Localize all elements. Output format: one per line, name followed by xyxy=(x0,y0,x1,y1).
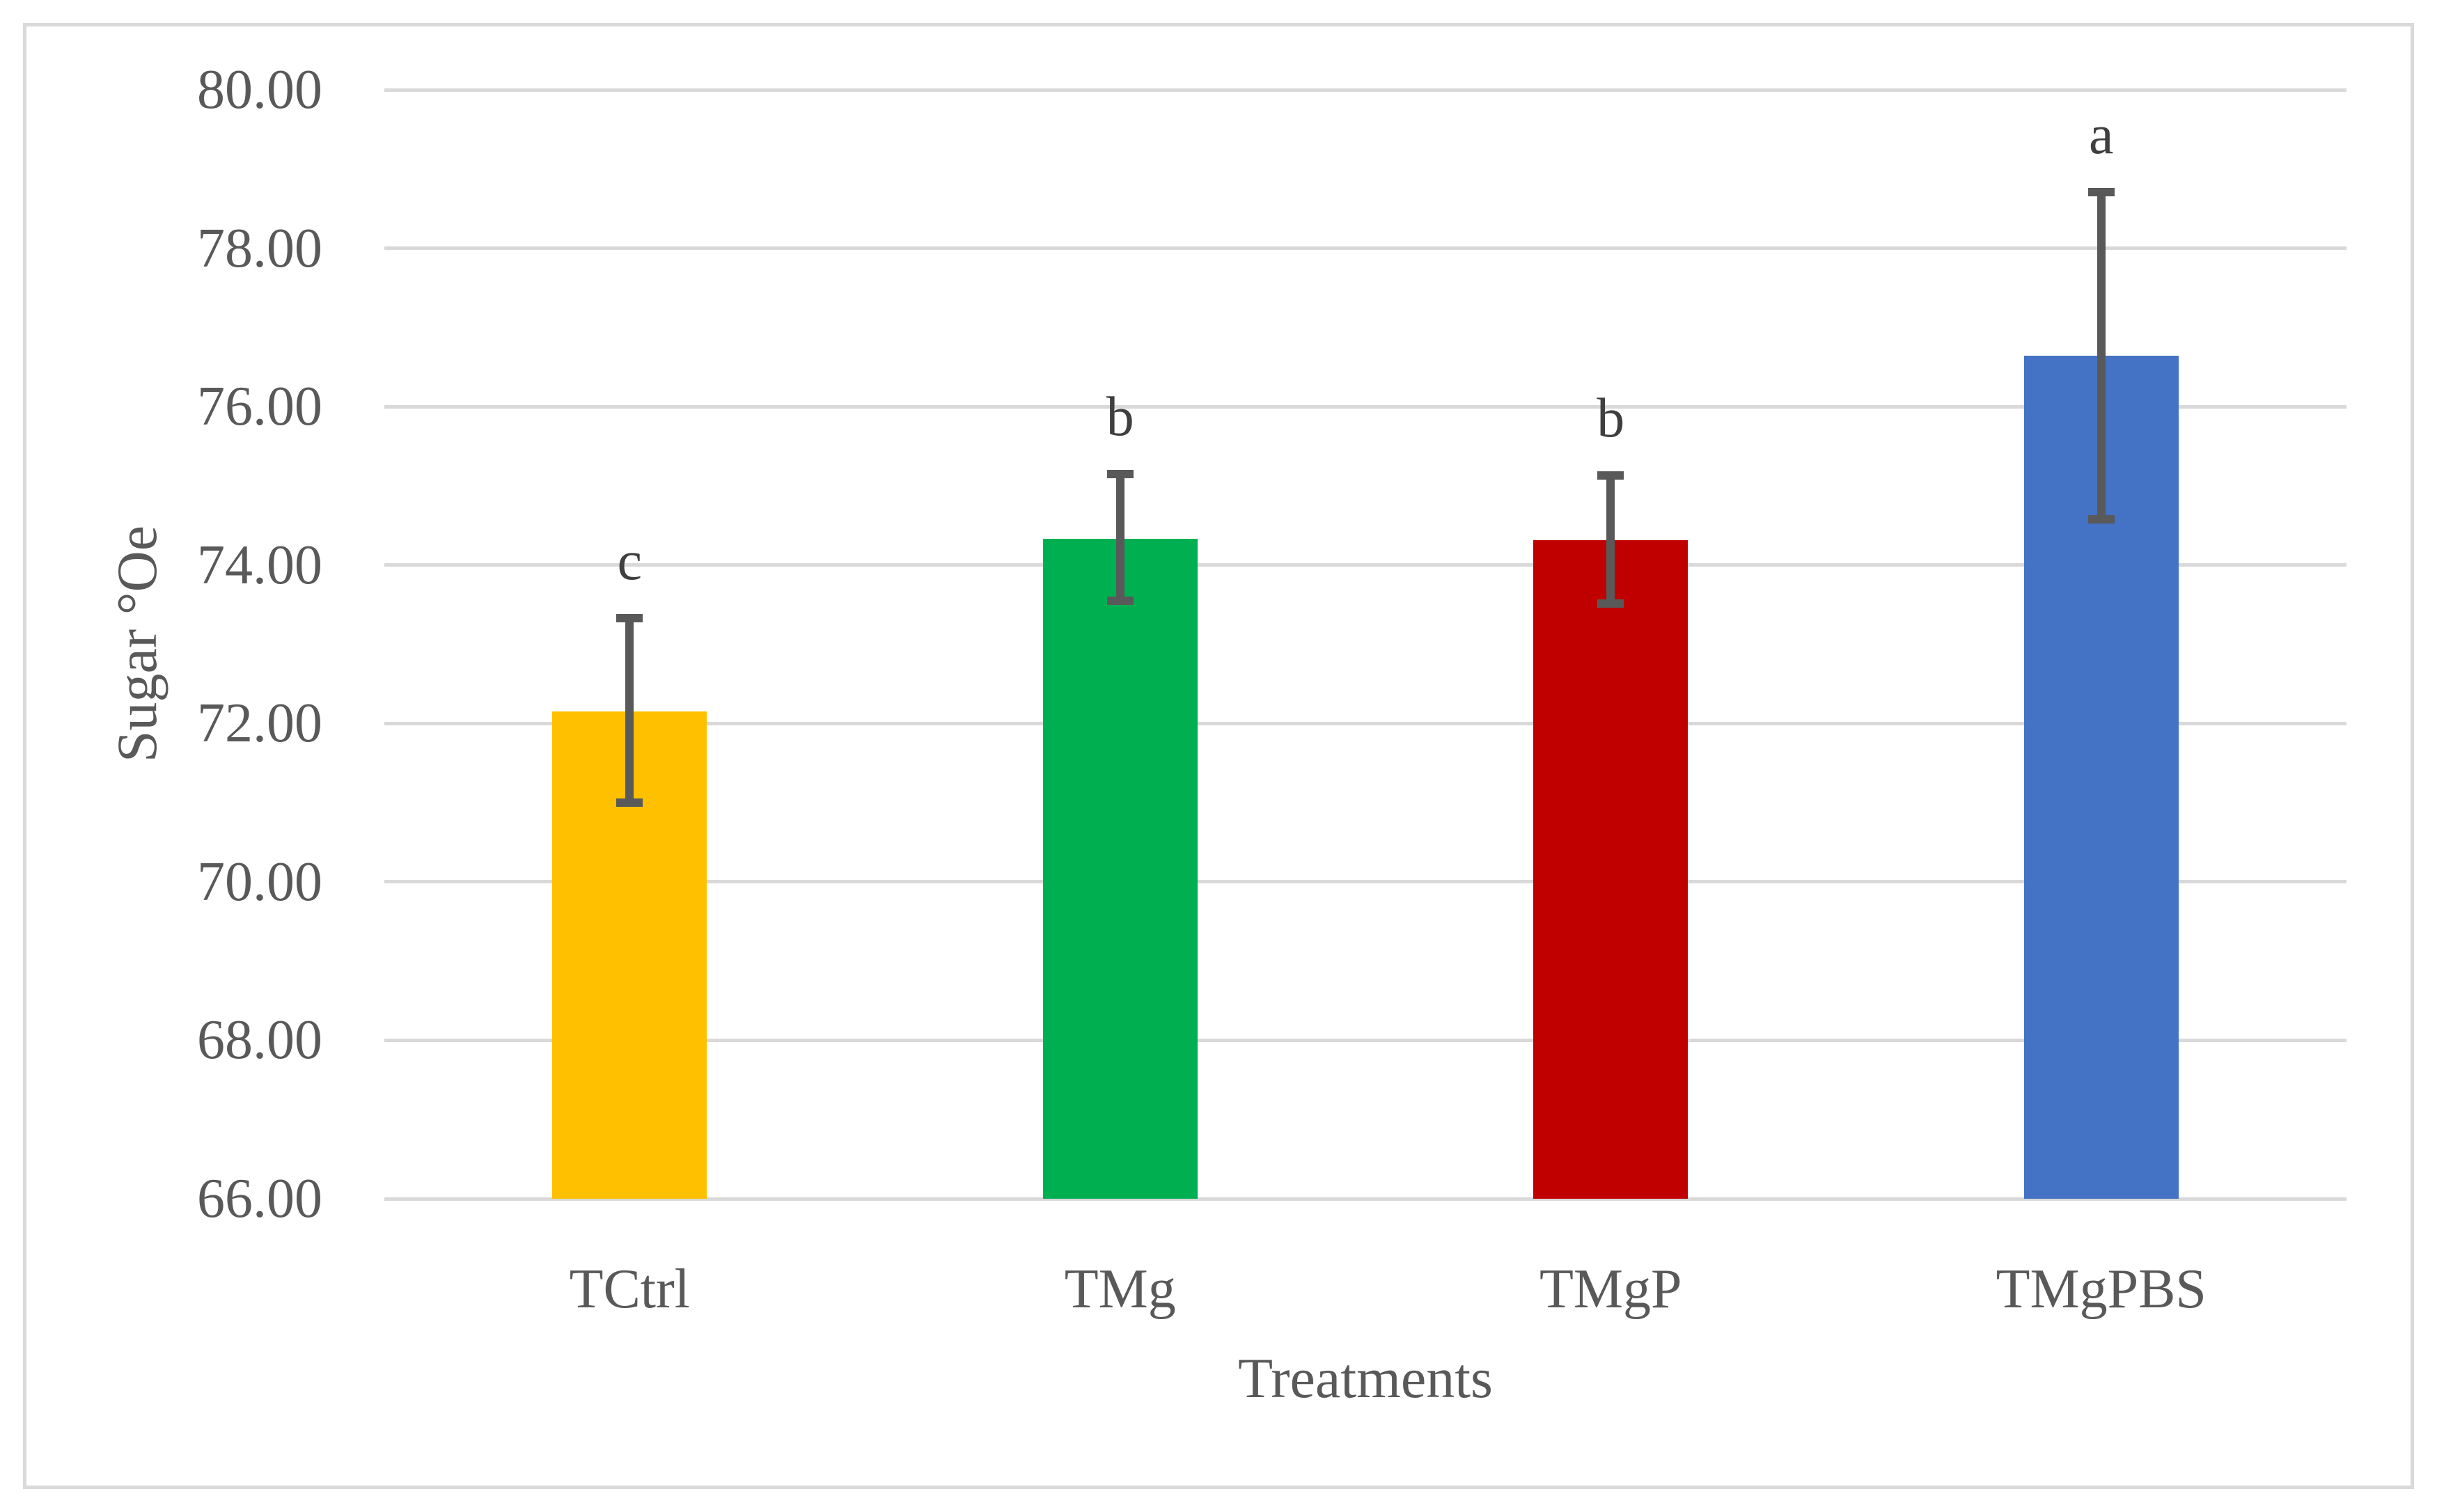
y-axis-title: Sugar °Oe xyxy=(105,525,169,763)
chart-frame xyxy=(23,23,2414,1489)
y-tick-label: 80.00 xyxy=(197,59,322,120)
x-category-label: TMgPBS xyxy=(1996,1259,2207,1320)
error-bar-cap-top xyxy=(1106,469,1134,478)
error-bar xyxy=(1606,475,1615,604)
y-tick-label: 66.00 xyxy=(197,1168,322,1229)
error-bar xyxy=(2097,191,2106,519)
error-bar xyxy=(625,617,634,803)
significance-letter: a xyxy=(2088,104,2114,166)
gridline xyxy=(384,1038,2346,1042)
bar-tmg xyxy=(1042,539,1198,1199)
error-bar-cap-bottom xyxy=(2087,514,2115,523)
x-category-label: TMg xyxy=(1064,1259,1176,1320)
y-tick-label: 74.00 xyxy=(197,534,322,596)
x-axis-title: Treatments xyxy=(1238,1346,1493,1410)
x-category-label: TCtrl xyxy=(569,1259,690,1320)
gridline xyxy=(384,1197,2346,1201)
y-tick-label: 70.00 xyxy=(197,851,322,913)
plot-area: c b b a xyxy=(384,88,2346,1201)
y-tick-label: 78.00 xyxy=(197,217,322,279)
y-tick-label: 68.00 xyxy=(197,1009,322,1071)
y-tick-label: 72.00 xyxy=(197,693,322,755)
error-bar-cap-bottom xyxy=(1597,599,1624,608)
significance-letter: b xyxy=(1597,388,1625,450)
error-bar-cap-top xyxy=(616,613,643,622)
significance-letter: c xyxy=(617,530,642,592)
gridline xyxy=(384,404,2346,409)
error-bar-cap-top xyxy=(2087,187,2115,196)
x-category-label: TMgP xyxy=(1539,1259,1682,1320)
gridline xyxy=(384,721,2346,725)
error-bar-cap-bottom xyxy=(1106,596,1134,605)
error-bar xyxy=(1115,473,1125,601)
error-bar-cap-top xyxy=(1597,471,1624,480)
gridline xyxy=(384,246,2346,251)
y-tick-label: 76.00 xyxy=(197,376,322,438)
y-axis-tick-labels: 66.00 68.00 70.00 72.00 74.00 76.00 78.00 80.00 xyxy=(0,62,322,1227)
significance-letter: b xyxy=(1106,386,1134,448)
bar-tmgp xyxy=(1533,540,1688,1199)
gridline xyxy=(384,88,2346,92)
gridline xyxy=(384,880,2346,884)
gridline xyxy=(384,563,2346,567)
error-bar-cap-bottom xyxy=(616,798,643,808)
